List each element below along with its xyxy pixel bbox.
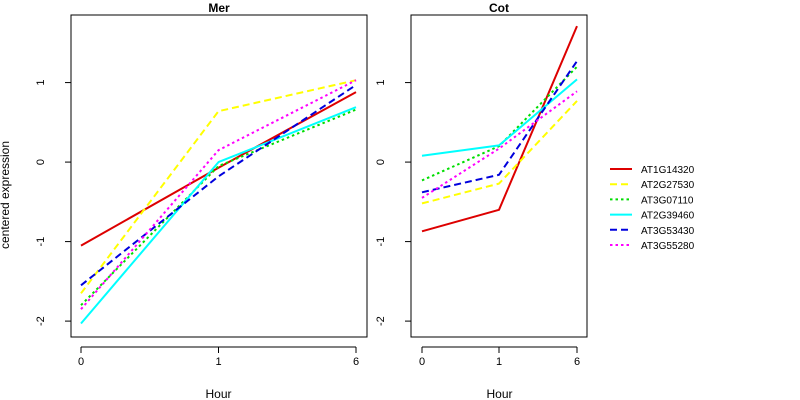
y-tick-label: -1 bbox=[35, 237, 47, 247]
y-tick-label: 0 bbox=[375, 159, 387, 165]
x-tick-label: 0 bbox=[419, 356, 425, 368]
series-line-at3g55280 bbox=[80, 79, 357, 310]
x-axis-title: Hour bbox=[486, 387, 512, 400]
panel-title: Mer bbox=[208, 1, 230, 15]
legend: AT1G14320 AT2G27530 AT3G07110 AT2G39460 AT3G… bbox=[610, 165, 695, 252]
plot-frame bbox=[410, 14, 588, 338]
legend-label: AT3G53430 bbox=[641, 226, 695, 237]
series-line-at3g53430 bbox=[80, 84, 357, 287]
legend-label: AT3G55280 bbox=[641, 241, 695, 252]
x-axis-title: Hour bbox=[205, 387, 231, 400]
x-tick-label: 6 bbox=[574, 356, 580, 368]
x-tick-label: 1 bbox=[215, 356, 221, 368]
y-axis-title: centered expression bbox=[0, 141, 12, 249]
y-tick-label: -1 bbox=[375, 237, 387, 247]
series-line-at2g27530 bbox=[80, 79, 357, 294]
y-tick-label: -2 bbox=[375, 316, 387, 326]
legend-label: AT2G27530 bbox=[641, 180, 695, 191]
series-line-at1g14320 bbox=[421, 25, 578, 233]
series-line-at2g39460 bbox=[80, 106, 357, 325]
plot-frame bbox=[70, 14, 368, 338]
x-tick-label: 6 bbox=[353, 356, 359, 368]
panel-cot: Cot -2 -1 0 1 0 1 6 Hour bbox=[375, 1, 588, 400]
legend-label: AT2G39460 bbox=[641, 211, 695, 222]
y-tick-label: 1 bbox=[35, 80, 47, 86]
legend-label: AT3G07110 bbox=[641, 195, 694, 206]
y-tick-label: -2 bbox=[35, 316, 47, 326]
panel-title: Cot bbox=[489, 1, 509, 15]
x-tick-label: 0 bbox=[78, 356, 84, 368]
series-line-at1g14320 bbox=[80, 91, 357, 247]
series-line-at2g39460 bbox=[421, 78, 578, 157]
y-tick-label: 0 bbox=[35, 159, 47, 165]
series-line-at2g27530 bbox=[421, 100, 578, 205]
panel-mer: Mer -2 -1 0 1 0 1 6 Hour bbox=[35, 1, 368, 400]
y-tick-label: 1 bbox=[375, 80, 387, 86]
series-line-at3g55280 bbox=[421, 90, 578, 199]
series-line-at3g53430 bbox=[421, 60, 578, 194]
legend-label: AT1G14320 bbox=[641, 165, 695, 176]
x-tick-label: 1 bbox=[496, 356, 502, 368]
series-line-at3g07110 bbox=[421, 65, 578, 182]
